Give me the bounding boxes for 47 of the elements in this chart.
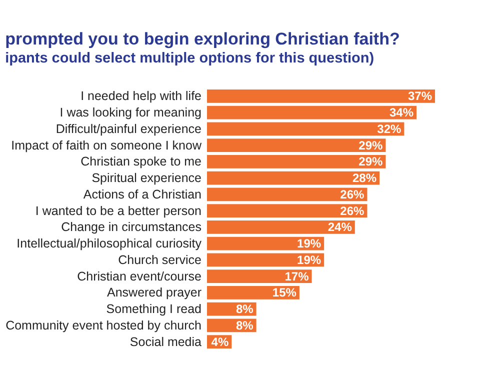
- data-label: 15%: [272, 286, 297, 300]
- bar: [207, 89, 435, 103]
- y-tick-label: Social media: [130, 334, 202, 349]
- y-tick-label: Christian spoke to me: [80, 154, 202, 169]
- data-label: 17%: [284, 269, 310, 284]
- data-label: 26%: [340, 187, 365, 202]
- y-tick-label: Intellectual/philosophical curiosity: [16, 236, 202, 251]
- y-tick-label: Actions of a Christian: [83, 187, 202, 202]
- data-label: 29%: [358, 154, 384, 169]
- data-label: 29%: [358, 138, 384, 152]
- data-label: 26%: [340, 204, 365, 218]
- chart-subtitle: ipants could select multiple options for this question): [5, 50, 374, 66]
- data-label: 28%: [352, 171, 377, 186]
- bar: [207, 253, 324, 267]
- bar: [207, 286, 300, 300]
- data-label: 19%: [297, 252, 322, 267]
- chart-title: prompted you to begin exploring Christian faith?: [5, 30, 400, 48]
- bar: [207, 188, 368, 202]
- y-tick-label: Spiritual experience: [92, 171, 202, 186]
- bar: [207, 236, 324, 250]
- data-label: 4%: [211, 334, 229, 349]
- y-tick-label: Answered prayer: [107, 286, 202, 300]
- data-label: 32%: [377, 122, 402, 136]
- y-tick-label: Impact of faith on someone I know: [11, 138, 202, 152]
- bar: [207, 220, 355, 234]
- bar: [207, 122, 404, 136]
- bar: [207, 171, 380, 185]
- bar: [207, 270, 312, 284]
- y-tick-label: Difficult/painful experience: [56, 122, 202, 136]
- y-tick-label: I needed help with life: [80, 89, 202, 104]
- y-tick-label: Change in circumstances: [61, 220, 202, 234]
- data-label: 19%: [297, 236, 322, 251]
- data-label: 34%: [389, 106, 414, 120]
- bar: [207, 106, 417, 120]
- y-tick-label: I wanted to be a better person: [35, 204, 202, 218]
- y-tick-label: Something I read: [106, 302, 202, 316]
- bar: [207, 154, 386, 168]
- data-label: 37%: [408, 89, 432, 104]
- bar: [207, 138, 386, 152]
- data-label: 24%: [328, 220, 352, 234]
- y-tick-label: Church service: [118, 252, 202, 267]
- data-label: 8%: [236, 302, 254, 316]
- data-label: 8%: [236, 318, 254, 332]
- y-tick-label: Community event hosted by church: [6, 318, 202, 332]
- bar: [207, 204, 368, 218]
- y-tick-label: I was looking for meaning: [60, 106, 202, 120]
- y-tick-label: Christian event/course: [77, 269, 202, 284]
